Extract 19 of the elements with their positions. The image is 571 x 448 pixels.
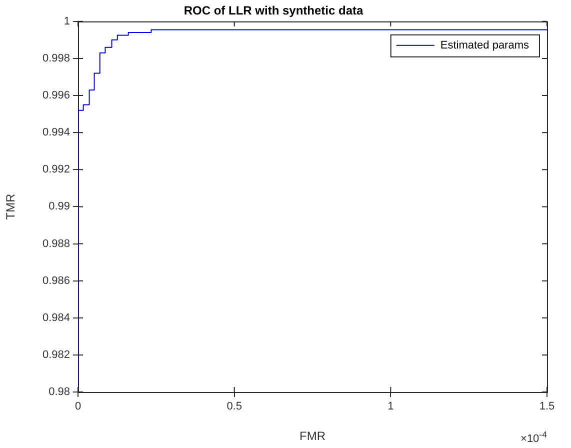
y-tick-label: 0.988 [42, 238, 70, 250]
y-tick-label: 0.984 [42, 312, 70, 324]
y-tick-label: 0.992 [42, 164, 70, 176]
y-tick-label: 1 [64, 15, 70, 28]
y-axis-title: TMR [4, 193, 18, 220]
legend-label: Estimated params [440, 39, 530, 52]
y-tick-label: 0.998 [42, 52, 70, 64]
y-tick-label: 0.994 [42, 126, 70, 139]
y-tick-label: 0.98 [48, 386, 70, 398]
x-tick-label: 1.5 [539, 400, 555, 413]
x-tick-label: 0.5 [226, 400, 242, 413]
y-tick-label: 0.996 [42, 90, 70, 102]
y-tick-label: 0.986 [42, 274, 70, 287]
x-axis-title: FMR [300, 429, 326, 444]
x-tick-label: 1 [388, 400, 394, 413]
y-tick-label: 0.99 [48, 200, 70, 213]
chart-title: ROC of LLR with synthetic data [184, 4, 364, 18]
x-tick-label: 0 [74, 400, 82, 413]
y-tick-label: 0.982 [42, 348, 70, 361]
